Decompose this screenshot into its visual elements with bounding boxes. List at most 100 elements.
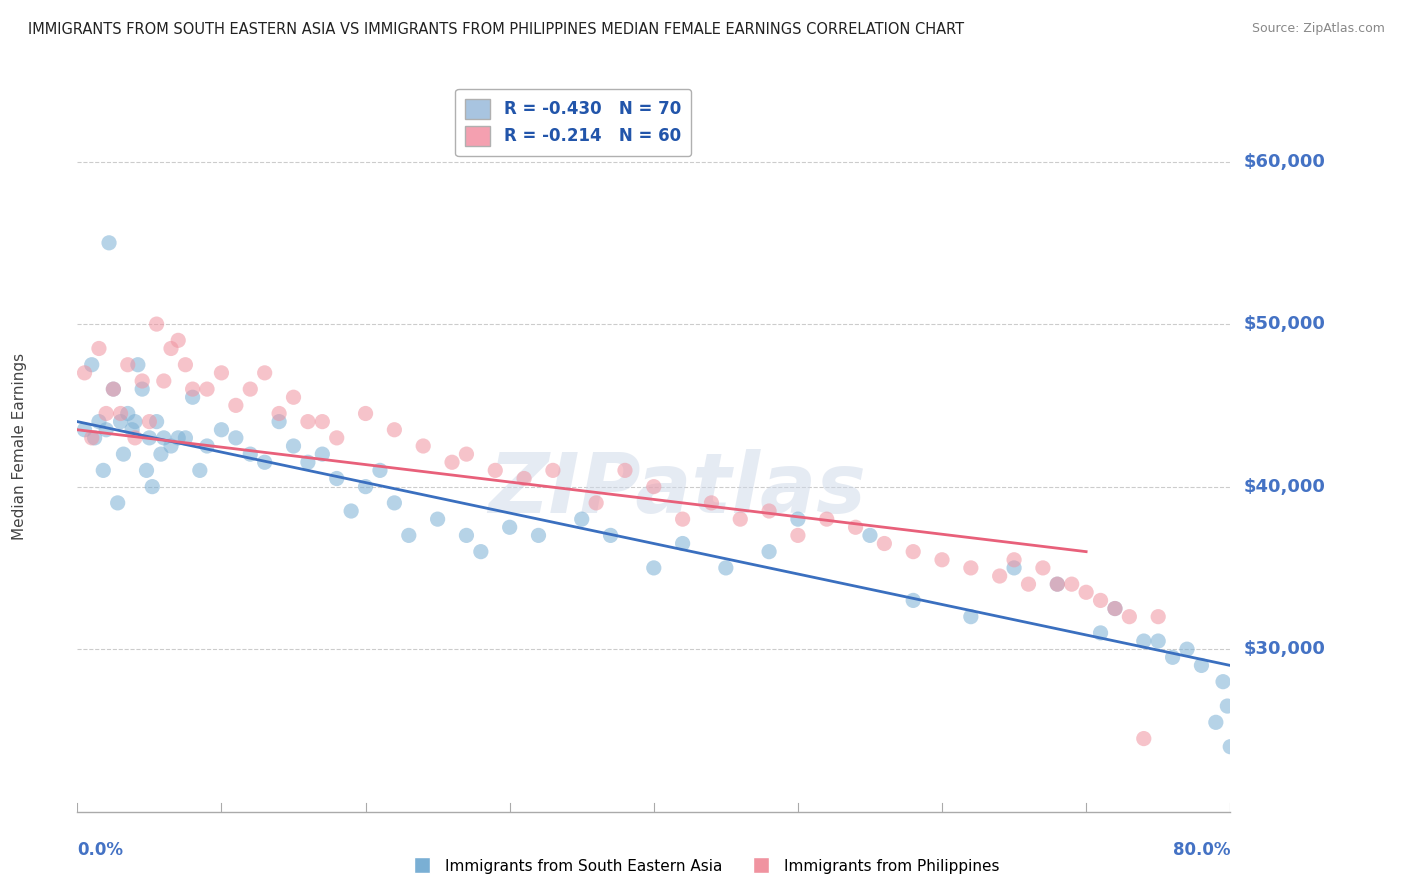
Point xyxy=(87,415,110,429)
Point xyxy=(1133,634,1156,648)
Point xyxy=(145,317,167,331)
Legend: Immigrants from South Eastern Asia, Immigrants from Philippines: Immigrants from South Eastern Asia, Immi… xyxy=(401,853,1005,880)
Point xyxy=(903,544,925,558)
Text: $40,000: $40,000 xyxy=(1244,477,1326,496)
Point xyxy=(181,390,204,404)
Text: 80.0%: 80.0% xyxy=(1173,841,1230,859)
Point xyxy=(426,512,449,526)
Point xyxy=(541,463,564,477)
Point xyxy=(412,439,434,453)
Point xyxy=(83,431,105,445)
Point xyxy=(571,512,593,526)
Point xyxy=(149,447,172,461)
Point xyxy=(211,423,233,437)
Point xyxy=(484,463,506,477)
Point xyxy=(124,415,146,429)
Point xyxy=(1104,601,1126,615)
Text: Median Female Earnings: Median Female Earnings xyxy=(11,352,27,540)
Point xyxy=(340,504,363,518)
Point xyxy=(225,398,247,412)
Point xyxy=(253,366,276,380)
Point xyxy=(1147,609,1170,624)
Text: $30,000: $30,000 xyxy=(1244,640,1326,658)
Point xyxy=(297,415,319,429)
Point xyxy=(787,528,810,542)
Point xyxy=(1118,609,1140,624)
Point xyxy=(112,447,135,461)
Point xyxy=(326,431,349,445)
Point xyxy=(124,431,146,445)
Text: IMMIGRANTS FROM SOUTH EASTERN ASIA VS IMMIGRANTS FROM PHILIPPINES MEDIAN FEMALE : IMMIGRANTS FROM SOUTH EASTERN ASIA VS IM… xyxy=(28,22,965,37)
Point xyxy=(700,496,723,510)
Point xyxy=(195,382,218,396)
Point xyxy=(117,358,139,372)
Point xyxy=(153,374,174,388)
Point xyxy=(643,561,665,575)
Point xyxy=(73,366,96,380)
Point xyxy=(368,463,391,477)
Point xyxy=(1002,553,1025,567)
Point xyxy=(354,480,377,494)
Point xyxy=(225,431,247,445)
Point xyxy=(138,415,160,429)
Point xyxy=(1090,626,1112,640)
Point xyxy=(195,439,218,453)
Point xyxy=(815,512,838,526)
Point xyxy=(787,512,810,526)
Point xyxy=(110,415,132,429)
Point xyxy=(1147,634,1170,648)
Point xyxy=(253,455,276,469)
Point xyxy=(1205,715,1227,730)
Point xyxy=(758,504,780,518)
Point xyxy=(141,480,163,494)
Point xyxy=(103,382,125,396)
Point xyxy=(121,423,143,437)
Point xyxy=(127,358,149,372)
Point xyxy=(730,512,752,526)
Point xyxy=(441,455,464,469)
Point xyxy=(96,423,118,437)
Text: $50,000: $50,000 xyxy=(1244,315,1326,333)
Point xyxy=(988,569,1011,583)
Point xyxy=(1161,650,1184,665)
Point xyxy=(382,423,406,437)
Point xyxy=(585,496,607,510)
Point xyxy=(354,407,377,421)
Point xyxy=(873,536,896,550)
Point xyxy=(239,447,262,461)
Point xyxy=(267,407,291,421)
Point xyxy=(267,415,291,429)
Point xyxy=(643,480,665,494)
Point xyxy=(903,593,925,607)
Point xyxy=(103,382,125,396)
Point xyxy=(211,366,233,380)
Point xyxy=(1018,577,1040,591)
Point xyxy=(456,447,478,461)
Point xyxy=(960,609,983,624)
Point xyxy=(188,463,211,477)
Point xyxy=(73,423,96,437)
Point xyxy=(398,528,420,542)
Point xyxy=(714,561,737,575)
Point xyxy=(87,342,110,356)
Point xyxy=(1090,593,1112,607)
Point xyxy=(1046,577,1069,591)
Point xyxy=(1046,577,1069,591)
Point xyxy=(174,431,197,445)
Point xyxy=(98,235,121,250)
Point xyxy=(311,415,333,429)
Text: Source: ZipAtlas.com: Source: ZipAtlas.com xyxy=(1251,22,1385,36)
Point xyxy=(131,374,153,388)
Point xyxy=(513,471,536,485)
Point xyxy=(1060,577,1083,591)
Point xyxy=(131,382,153,396)
Point xyxy=(1219,739,1241,754)
Point xyxy=(160,342,183,356)
Point xyxy=(80,431,103,445)
Point xyxy=(96,407,118,421)
Point xyxy=(527,528,550,542)
Point xyxy=(1076,585,1098,599)
Point xyxy=(456,528,478,542)
Point xyxy=(1133,731,1156,746)
Point xyxy=(167,431,190,445)
